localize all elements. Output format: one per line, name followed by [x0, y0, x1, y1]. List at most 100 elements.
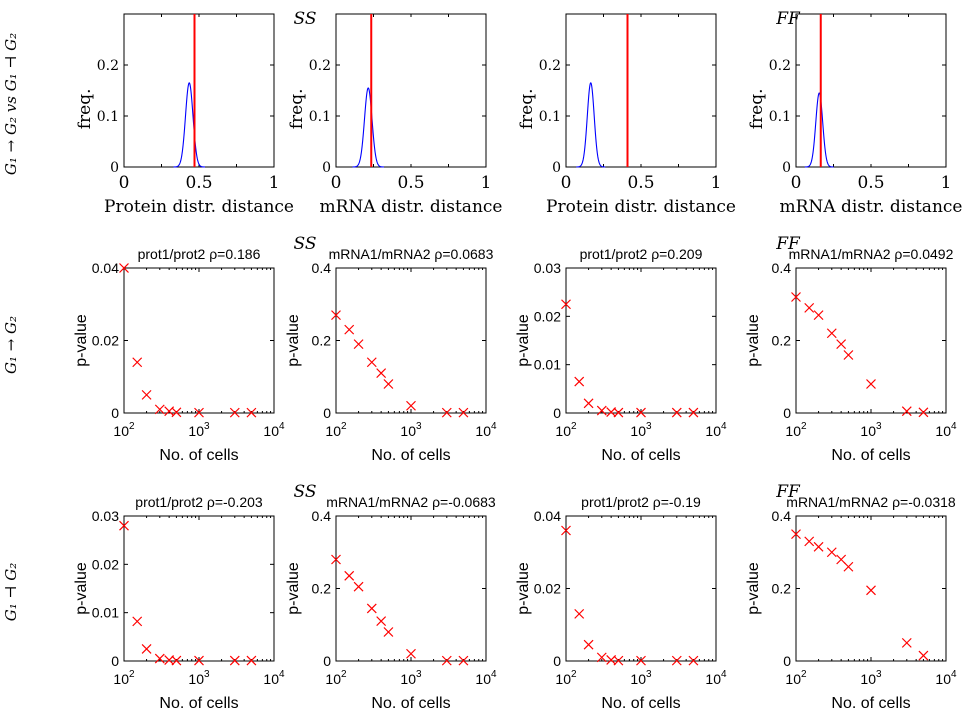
plot-frame	[565, 13, 717, 168]
x-tick-label: 102	[555, 421, 577, 439]
data-point-marker	[836, 339, 847, 350]
y-tick-label: 0	[323, 405, 331, 421]
y-tick-label: 0	[323, 653, 331, 669]
x-tick-label: 1	[941, 173, 952, 193]
x-tick-label: 0.5	[397, 173, 424, 193]
y-tick-label: 0	[553, 653, 561, 669]
y-tick-label: 0.2	[539, 58, 561, 74]
y-tick-label: 0.02	[534, 581, 561, 597]
group-label-ss-row2: SS	[294, 234, 317, 254]
y-axis-label: p-value	[745, 314, 762, 367]
y-tick-label: 0	[782, 160, 791, 176]
x-tick-label: 0.5	[185, 173, 212, 193]
data-point-marker	[406, 648, 416, 659]
plot-frame	[123, 267, 275, 414]
data-point-marker	[688, 655, 699, 666]
chart-panel-r1c2: 0 0.01 0.02 0.03 102 103 104 prot1/prot2 ρ=0.20…	[515, 246, 727, 464]
plot-frame	[335, 13, 487, 168]
data-point-marker	[583, 398, 594, 409]
group-label-ss-row3: SS	[294, 482, 317, 502]
data-point-marker	[366, 603, 377, 614]
data-point-marker	[866, 585, 876, 596]
chart-panel-r0c1: 0 0.1 0.2 0 0.5 1 mRNA distr. distance freq.	[287, 13, 503, 217]
data-point-marker	[636, 407, 646, 418]
x-tick-label: 104	[705, 421, 727, 439]
y-tick-label: 0.1	[309, 109, 331, 125]
y-tick-label: 0	[111, 405, 119, 421]
x-tick-label: 104	[705, 669, 727, 687]
data-point-marker	[353, 581, 364, 592]
y-tick-label: 0.2	[772, 333, 792, 349]
y-axis-label: p-value	[73, 314, 90, 367]
data-point-marker	[154, 653, 165, 664]
data-point-marker	[791, 529, 801, 540]
panel-grid: 0 0.1 0.2 0 0.5 1 Protein distr. distance freq.…	[73, 13, 962, 712]
chart-panel-r1c0: 0 0.02 0.04 102 103 104 prot1/prot2 ρ=0.186 No.…	[73, 246, 285, 464]
data-point-marker	[132, 616, 143, 627]
x-tick-label: 0.5	[627, 173, 654, 193]
plot-frame	[795, 515, 947, 662]
group-label-ss-row1: SS	[294, 9, 317, 29]
plot-frame	[565, 515, 717, 662]
data-point-marker	[194, 407, 204, 418]
data-point-marker	[246, 655, 257, 666]
chart-panel-r0c0: 0 0.1 0.2 0 0.5 1 Protein distr. distance freq.	[75, 13, 294, 217]
data-point-marker	[574, 608, 585, 619]
x-tick-label: 103	[860, 669, 882, 687]
x-tick-label: 102	[325, 421, 347, 439]
data-point-marker	[583, 639, 594, 650]
data-point-marker	[561, 525, 571, 536]
y-axis-label: p-value	[73, 562, 90, 615]
data-point-marker	[843, 561, 854, 572]
x-tick-label: 104	[263, 669, 285, 687]
data-point-marker	[376, 368, 387, 379]
data-point-marker	[154, 404, 165, 415]
plot-frame	[795, 267, 947, 414]
x-tick-label: 103	[630, 421, 652, 439]
chart-panel-r1c3: 0 0.2 0.4 102 103 104 mRNA1/mRNA2 ρ=0.0492 No. …	[745, 246, 957, 464]
data-point-marker	[171, 407, 182, 418]
y-tick-label: 0.4	[312, 260, 332, 276]
chart-panel-r1c1: 0 0.2 0.4 102 103 104 mRNA1/mRNA2 ρ=0.0683 No. …	[285, 246, 497, 464]
data-point-marker	[246, 407, 257, 418]
x-axis-label: No. of cells	[371, 695, 450, 712]
distribution-curve	[352, 87, 384, 168]
data-point-marker	[901, 637, 912, 648]
x-tick-label: 104	[935, 669, 957, 687]
data-point-marker	[804, 536, 815, 547]
data-point-marker	[901, 406, 912, 417]
data-point-marker	[458, 655, 469, 666]
chart-panel-r0c3: 0 0.1 0.2 0 0.5 1 mRNA distr. distance freq.	[747, 13, 962, 217]
data-point-marker	[636, 655, 646, 666]
x-tick-label: 103	[400, 421, 422, 439]
data-point-marker	[813, 310, 824, 321]
data-point-marker	[596, 652, 607, 663]
group-label-ff-row2: FF	[775, 234, 801, 254]
distribution-curve	[173, 82, 205, 168]
x-axis-label: No. of cells	[371, 447, 450, 464]
data-point-marker	[843, 350, 854, 360]
y-tick-label: 0	[553, 405, 561, 421]
data-point-marker	[229, 655, 240, 666]
distribution-curve	[576, 82, 606, 168]
x-tick-label: 103	[860, 421, 882, 439]
distribution-curve	[804, 92, 834, 168]
x-tick-label: 0	[331, 173, 342, 193]
y-tick-label: 0.02	[534, 308, 561, 324]
panel-title: mRNA1/mRNA2 ρ=-0.0318	[786, 494, 956, 510]
data-point-marker	[141, 389, 152, 400]
y-axis-label: p-value	[515, 562, 532, 615]
plot-frame	[565, 267, 717, 414]
y-axis-label: freq.	[517, 88, 537, 129]
panel-title: prot1/prot2 ρ=-0.19	[581, 494, 701, 510]
data-point-marker	[791, 292, 801, 302]
data-point-marker	[383, 379, 394, 389]
panel-title: prot1/prot2 ρ=0.209	[580, 246, 703, 262]
data-point-marker	[376, 616, 387, 627]
chart-panel-r2c1: 0 0.2 0.4 102 103 104 mRNA1/mRNA2 ρ=-0.0683 No.…	[285, 494, 497, 712]
x-tick-label: 102	[785, 421, 807, 439]
x-tick-label: 0	[791, 173, 802, 193]
data-point-marker	[366, 357, 377, 368]
x-axis-label: mRNA distr. distance	[320, 197, 503, 217]
data-point-marker	[826, 328, 837, 339]
